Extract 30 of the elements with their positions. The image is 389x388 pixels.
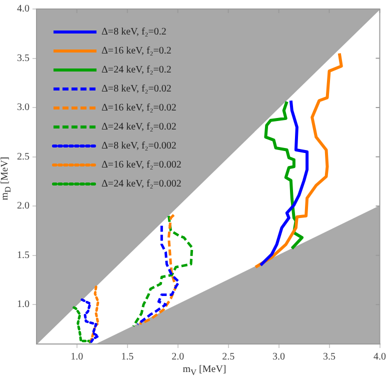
x-tick-label: 3.5 [323, 352, 336, 363]
x-tick-label: 2.5 [222, 352, 235, 363]
line-series [138, 214, 178, 325]
y-tick-label: 4.0 [17, 4, 30, 15]
line-series [72, 306, 92, 344]
legend-label: Δ=16 keV, f₂=0.2 [102, 46, 172, 57]
x-tick-label: 2.0 [172, 352, 184, 363]
y-tick-label: 2.0 [17, 200, 30, 212]
legend-label: Δ=16 keV, f₂=0.002 [102, 160, 182, 171]
legend-label: Δ=24 keV, f₂=0.002 [102, 178, 182, 190]
line-series [136, 224, 180, 326]
x-tick-label: 4.0 [374, 352, 386, 363]
y-tick-label: 1.5 [17, 250, 30, 261]
line-series [132, 214, 194, 328]
legend-label: Δ=8 keV, f₂=0.2 [102, 26, 166, 38]
legend-label: Δ=8 keV, f₂=0.002 [102, 140, 176, 152]
y-tick-label: 3.0 [17, 102, 30, 114]
y-tick-label: 3.5 [17, 52, 30, 64]
x-tick-label: 1.5 [121, 352, 134, 363]
x-tick-label: 1.0 [70, 352, 84, 363]
x-axis-title: m$_{V}$ [MeV] [182, 364, 228, 377]
line-series [88, 286, 100, 344]
legend-label: Δ=16 keV, f₂=0.02 [102, 102, 176, 114]
x-tick-label: 3.0 [272, 352, 286, 363]
legend-label: Δ=24 keV, f₂=0.2 [102, 64, 172, 76]
line-series [80, 298, 100, 344]
y-tick-label: 1.0 [17, 299, 30, 310]
legend-label: Δ=8 keV, f₂=0.02 [102, 84, 172, 95]
legend-label: Δ=24 keV, f₂=0.02 [102, 122, 176, 133]
y-tick-label: 2.5 [17, 151, 30, 162]
